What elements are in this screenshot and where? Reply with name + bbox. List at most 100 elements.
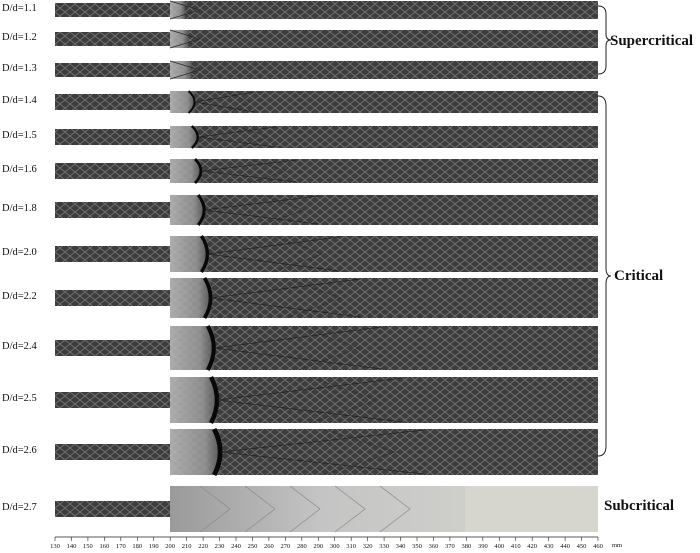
axis-tick-label: 170 [115,543,126,550]
group-label-subcritical: Subcritical [604,498,674,514]
row-label: D/d=2.0 [2,247,37,258]
simulation-row [55,60,598,80]
row-label: D/d=2.2 [2,291,37,302]
expansion-region [170,61,192,79]
inlet-strip [55,392,170,408]
outlet-pipe [170,30,598,48]
simulation-row [55,235,598,273]
expansion-region [170,236,208,272]
axis-tick-label: 380 [461,543,472,550]
inlet-strip [55,444,170,460]
row-label: D/d=2.6 [2,445,37,456]
row-label: D/d=1.1 [2,3,37,14]
row-label: D/d=2.5 [2,393,37,404]
shock-diamond [197,126,276,148]
axis-tick-label: 230 [214,543,225,550]
axis-tick-label: 160 [99,543,110,550]
shock-diamond [322,428,397,476]
row-label: D/d=1.2 [2,32,37,43]
outlet-pipe [170,377,598,423]
axis-unit-label: mm [612,542,623,549]
shock-diamond [200,159,298,183]
axis-tick-label: 370 [445,543,455,550]
shock-diamond [261,194,306,226]
inlet-strip [55,246,170,262]
shock-diamond [248,158,287,184]
axis-tick-label: 400 [494,543,505,550]
axis-tick-label: 290 [313,543,324,550]
inlet-strip [55,340,170,356]
outlet-pipe [170,1,598,19]
axis-tick-label: 440 [560,543,570,550]
outlet-pipe [170,61,598,79]
shock-diamond [216,377,404,423]
axis-tick-label: 280 [296,543,307,550]
inlet-strip [55,3,170,17]
inlet-strip [55,32,170,46]
outlet-pipe [170,326,598,370]
inlet-strip [55,129,170,145]
axis-tick-label: 330 [379,543,389,550]
axis-tick-label: 300 [329,543,340,550]
group-label-supercritical: Supercritical [610,33,694,49]
simulation-row [55,375,598,425]
axis-tick-label: 460 [593,543,603,550]
wave-line [199,485,231,533]
row-label: D/d=2.7 [2,502,37,513]
inlet-strip [55,290,170,306]
expansion-region [170,159,201,183]
simulation-row [55,485,598,533]
expansion-region [170,195,205,225]
simulation-row [55,29,598,49]
axis-tick-label: 390 [477,543,488,550]
axis-tick-label: 340 [395,543,406,550]
expansion-region [170,326,214,370]
row-label: D/d=2.4 [2,341,37,352]
weak-wave [169,0,202,20]
row-label: D/d=1.6 [2,164,37,175]
axis-tick-label: 210 [181,543,192,550]
wave-line [289,485,321,533]
simulation-row [55,427,598,477]
axis-tick-label: 140 [66,543,77,550]
inlet-strip [55,202,170,218]
expansion-region [170,377,217,423]
outlet-pipe [170,278,598,318]
outlet-tail [465,486,598,532]
expansion-region [170,278,211,318]
wave-line [334,485,366,533]
group-label-critical: Critical [614,268,664,284]
axis-tick-label: 260 [264,543,274,550]
bracket-supercritical [597,5,612,75]
weak-wave [169,60,202,80]
axis-tick-label: 250 [247,543,258,550]
expansion-region [170,126,198,148]
axis-tick-label: 240 [231,543,241,550]
outlet-pipe [170,159,598,183]
simulation-row [55,125,598,149]
row-label: D/d=1.5 [2,130,37,141]
weak-wave [169,29,202,49]
shock-diamond [210,278,361,318]
inlet-strip [55,163,170,179]
axis-tick-label: 320 [362,543,373,550]
simulation-row [55,158,598,184]
axis-tick-label: 450 [576,543,587,550]
inlet-strip [55,94,170,110]
bracket-critical [597,95,612,457]
row-label: D/d=1.4 [2,95,37,106]
axis-tick-label: 360 [428,543,439,550]
axis-tick-label: 190 [148,543,159,550]
simulation-row [55,194,598,226]
expansion-region [170,30,189,48]
inlet-strip [55,63,170,77]
axis-tick-label: 430 [543,543,554,550]
shock-diamond [224,90,251,114]
axis-tick-label: 180 [132,543,143,550]
shock-diamond [236,125,269,149]
wave-line [379,485,411,533]
axis-tick-label: 420 [527,543,538,550]
axis-tick-label: 220 [198,543,208,550]
